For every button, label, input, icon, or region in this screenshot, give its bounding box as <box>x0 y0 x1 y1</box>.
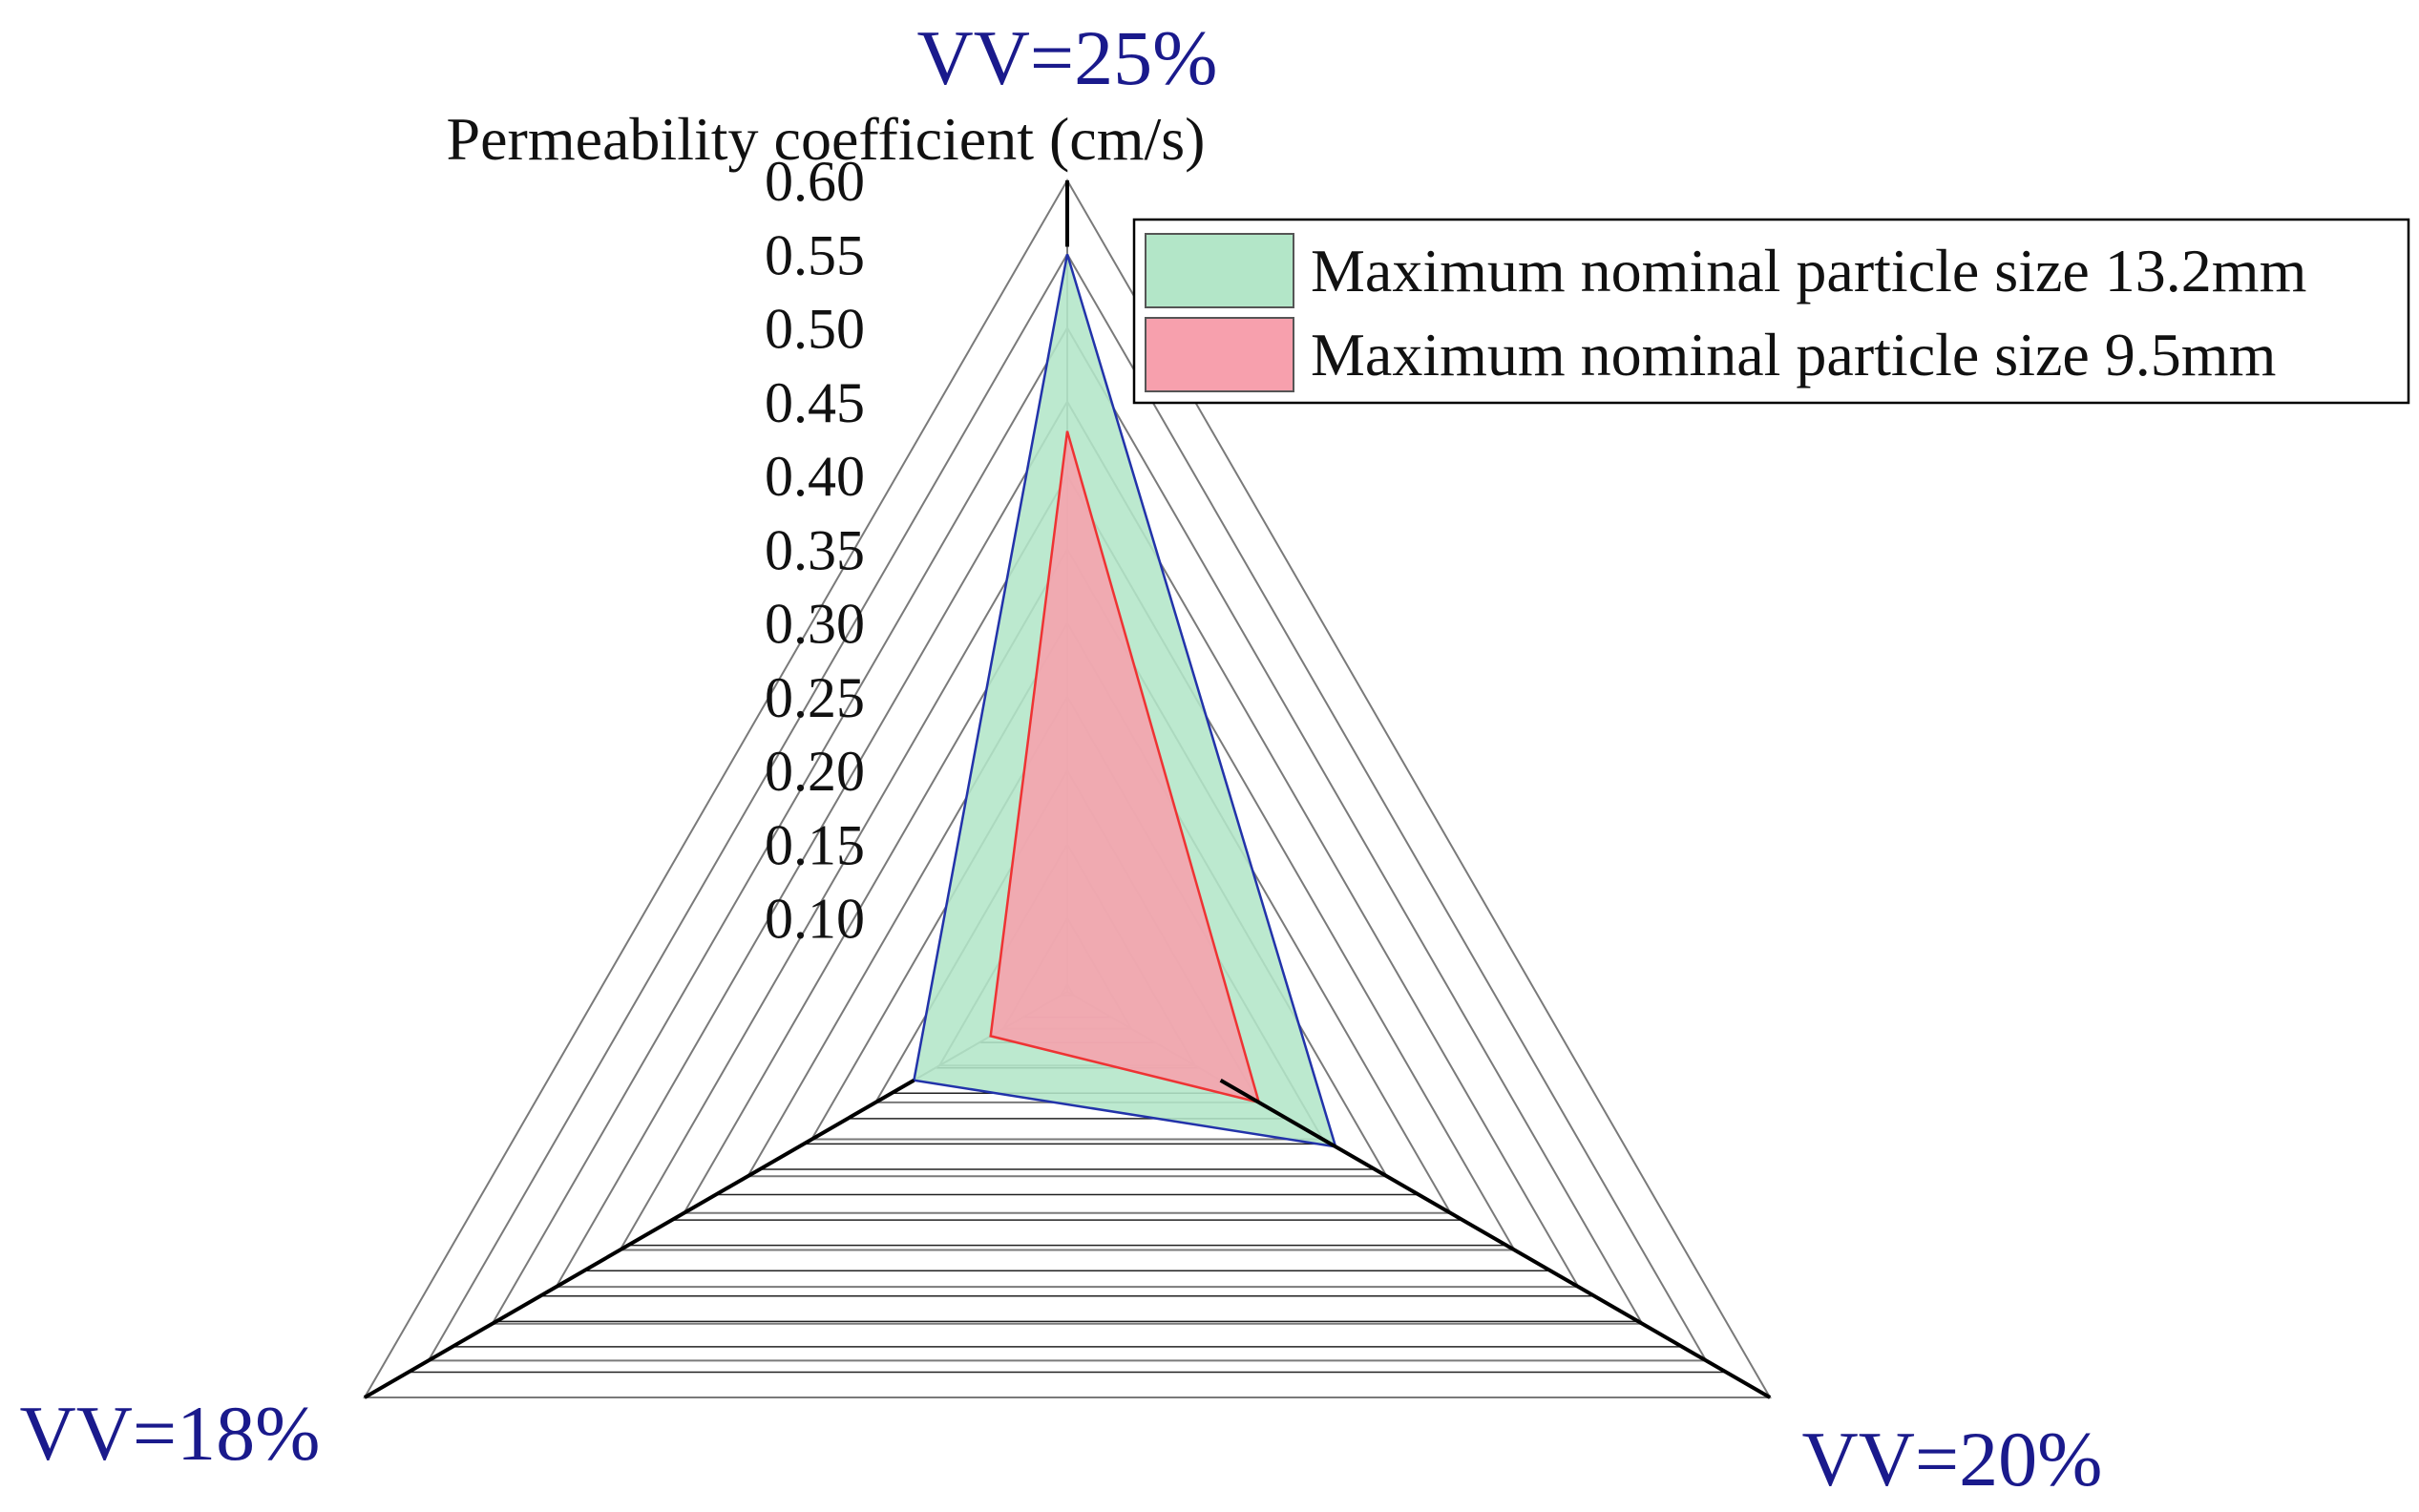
grid-ring <box>682 547 1453 1214</box>
legend: Maximum nominal particle size 13.2mm Max… <box>1132 218 2410 405</box>
legend-label-13-2mm: Maximum nominal particle size 13.2mm <box>1311 237 2306 304</box>
series-group <box>912 253 1337 1148</box>
grid-ring <box>618 473 1517 1251</box>
axes <box>363 180 1772 1399</box>
series-polygon-1 <box>989 430 1261 1104</box>
legend-box <box>1132 218 2410 405</box>
tick-label: 0.25 <box>765 666 865 729</box>
tick-label: 0.55 <box>765 223 865 286</box>
axis-line-left <box>363 1078 915 1399</box>
tick-label: 0.10 <box>765 888 865 951</box>
axis-line-right <box>1219 1078 1772 1399</box>
tick-labels: 0.10 0.15 0.20 0.25 0.30 0.35 0.40 0.45 0.50 0.55… <box>765 150 865 951</box>
tick-label: 0.35 <box>765 518 865 581</box>
category-label-top: VV=25% <box>917 14 1218 101</box>
tick-label: 0.20 <box>765 740 865 803</box>
tick-label: 0.40 <box>765 445 865 508</box>
category-label-left: VV=18% <box>20 1390 321 1477</box>
tick-label: 0.50 <box>765 298 865 361</box>
grid-ring <box>363 178 1772 1398</box>
category-label-right: VV=20% <box>1802 1416 2103 1502</box>
tick-label: 0.60 <box>765 150 865 213</box>
axis-title: Permeability coefficient (cm/s) <box>447 105 1206 173</box>
hatch-region <box>364 1016 1771 1398</box>
grid-ring <box>554 399 1581 1289</box>
legend-swatch-9-5mm <box>1145 317 1294 392</box>
tick-label: 0.15 <box>765 813 865 876</box>
tick-label: 0.30 <box>765 593 865 656</box>
legend-swatch-13-2mm <box>1145 233 1294 308</box>
grid-ring <box>490 326 1645 1325</box>
legend-label-9-5mm: Maximum nominal particle size 9.5mm <box>1311 321 2276 388</box>
tick-label: 0.45 <box>765 371 865 434</box>
grid-ring <box>427 252 1708 1362</box>
